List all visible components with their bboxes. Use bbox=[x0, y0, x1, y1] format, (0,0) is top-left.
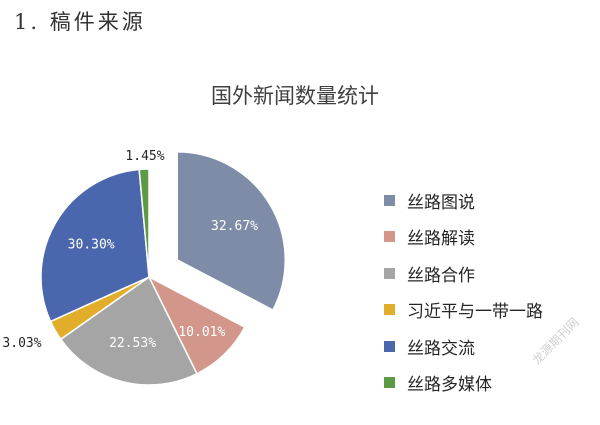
section-heading: 1. 稿件来源 bbox=[14, 10, 146, 34]
legend-label: 丝路交流 bbox=[407, 338, 475, 359]
chart-title: 国外新闻数量统计 bbox=[211, 84, 379, 108]
pie-slice-1 bbox=[176, 151, 286, 311]
pie-slice-5 bbox=[40, 168, 150, 323]
legend-item-4: 习近平与一带一路 bbox=[384, 292, 543, 329]
data-label-3: 22.53% bbox=[109, 336, 156, 351]
legend-swatch bbox=[384, 304, 395, 316]
legend-label: 丝路图说 bbox=[407, 192, 475, 213]
data-label-4: 3.03% bbox=[2, 336, 41, 351]
pie-slice-6 bbox=[138, 168, 150, 278]
legend-swatch bbox=[384, 267, 395, 279]
legend-item-3: 丝路合作 bbox=[384, 255, 543, 292]
legend-swatch bbox=[384, 340, 395, 352]
legend-label: 丝路多媒体 bbox=[407, 375, 492, 396]
legend-swatch bbox=[384, 194, 395, 206]
data-label-5: 30.30% bbox=[68, 237, 115, 252]
legend-item-1: 丝路图说 bbox=[384, 182, 543, 219]
chart-legend: 丝路图说丝路解读丝路合作习近平与一带一路 丝路交流丝路多媒体 bbox=[384, 182, 543, 401]
legend-label: 习近平与一带一路 bbox=[407, 302, 543, 323]
pie-slice-3 bbox=[59, 275, 198, 386]
data-label-1: 32.67% bbox=[211, 219, 258, 234]
data-label-2: 10.01% bbox=[178, 325, 225, 340]
legend-item-5: 丝路交流 bbox=[384, 328, 543, 365]
data-label-6: 1.45% bbox=[125, 149, 164, 164]
legend-swatch bbox=[384, 231, 395, 243]
legend-label: 丝路合作 bbox=[407, 265, 475, 286]
legend-item-6: 丝路多媒体 bbox=[384, 365, 543, 402]
legend-item-2: 丝路解读 bbox=[384, 219, 543, 256]
legend-label: 丝路解读 bbox=[407, 229, 475, 250]
legend-swatch bbox=[384, 377, 395, 389]
